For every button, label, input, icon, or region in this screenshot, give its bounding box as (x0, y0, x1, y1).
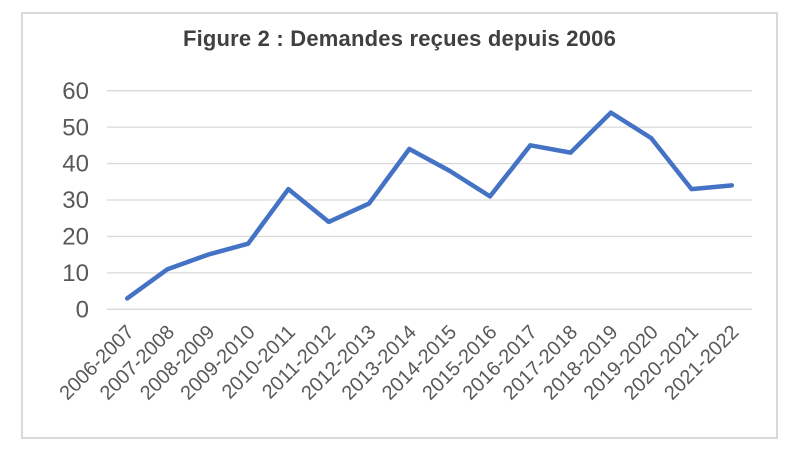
y-axis-tick-label: 50 (62, 114, 89, 141)
y-axis-tick-label: 60 (62, 78, 89, 105)
y-axis-tick-label: 30 (62, 187, 89, 214)
y-axis-tick-label: 40 (62, 151, 89, 178)
y-axis-tick-label: 20 (62, 224, 89, 251)
data-line (124, 110, 735, 301)
chart-title: Figure 2 : Demandes reçues depuis 2006 (182, 26, 617, 51)
chart-frame (21, 12, 778, 439)
y-axis-tick-label: 10 (62, 260, 89, 287)
y-axis-tick-label: 0 (76, 296, 89, 323)
